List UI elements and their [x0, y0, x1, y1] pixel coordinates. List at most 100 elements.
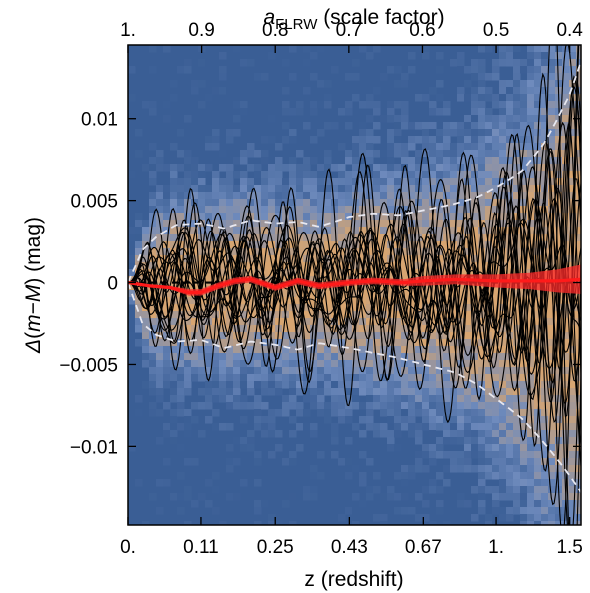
density-cell — [569, 493, 577, 501]
density-cell — [506, 430, 514, 438]
density-cell — [478, 185, 486, 193]
density-cell — [464, 360, 472, 368]
density-cell — [324, 213, 332, 221]
density-cell — [359, 388, 367, 396]
density-cell — [492, 241, 500, 249]
density-cell — [380, 521, 388, 525]
density-cell — [233, 115, 241, 123]
density-cell — [324, 325, 332, 333]
density-cell — [317, 213, 325, 221]
density-cell — [163, 458, 171, 466]
density-cell — [338, 374, 346, 382]
density-cell — [261, 234, 269, 242]
density-cell — [331, 381, 339, 389]
density-cell — [520, 472, 528, 480]
density-cell — [485, 129, 493, 137]
density-cell — [149, 241, 157, 249]
density-cell — [569, 143, 577, 151]
density-cell — [233, 367, 241, 375]
density-cell — [562, 150, 570, 158]
density-cell — [163, 360, 171, 368]
density-cell — [198, 262, 206, 270]
density-cell — [310, 360, 318, 368]
density-cell — [569, 388, 577, 396]
density-cell — [478, 59, 486, 67]
density-cell — [240, 297, 248, 305]
density-cell — [443, 332, 451, 340]
density-cell — [464, 290, 472, 298]
density-cell — [212, 423, 220, 431]
density-cell — [569, 465, 577, 473]
density-cell — [331, 234, 339, 242]
density-cell — [457, 122, 465, 130]
density-cell — [233, 360, 241, 368]
density-cell — [562, 227, 570, 235]
density-cell — [443, 381, 451, 389]
density-cell — [373, 101, 381, 109]
density-cell — [576, 493, 581, 501]
density-cell — [261, 213, 269, 221]
mean-line-group — [128, 264, 581, 296]
density-cell — [331, 367, 339, 375]
density-cell — [366, 381, 374, 389]
density-cell — [499, 458, 507, 466]
x-tick-label: 0.11 — [183, 537, 219, 558]
density-cell — [163, 262, 171, 270]
density-cell — [478, 80, 486, 88]
density-cell — [247, 381, 255, 389]
density-cell — [527, 171, 535, 179]
density-cell — [506, 451, 514, 459]
density-cell — [492, 367, 500, 375]
density-cell — [506, 297, 514, 305]
density-cell — [233, 311, 241, 319]
density-cell — [569, 514, 577, 522]
density-cell — [443, 262, 451, 270]
density-cell — [401, 171, 409, 179]
density-cell — [219, 178, 227, 186]
density-cell — [527, 479, 535, 487]
density-cell — [450, 465, 458, 473]
density-cell — [548, 164, 556, 172]
density-cell — [464, 297, 472, 305]
density-cell — [359, 136, 367, 144]
density-cell — [464, 157, 472, 165]
density-cell — [443, 157, 451, 165]
density-cell — [520, 255, 528, 263]
density-cell — [485, 388, 493, 396]
mean-line — [128, 277, 581, 294]
density-cell — [163, 402, 171, 410]
density-cell — [149, 332, 157, 340]
density-cell — [471, 339, 479, 347]
density-cell — [317, 472, 325, 480]
density-cell — [401, 416, 409, 424]
density-cell — [569, 346, 577, 354]
density-cell — [303, 304, 311, 312]
density-cell — [366, 374, 374, 382]
density-cell — [471, 101, 479, 109]
density-cell — [373, 381, 381, 389]
density-cell — [254, 423, 262, 431]
density-cell — [401, 493, 409, 501]
density-cell — [541, 157, 549, 165]
density-cell — [296, 150, 304, 158]
density-cell — [296, 199, 304, 207]
density-cell — [422, 500, 430, 508]
density-cell — [548, 493, 556, 501]
density-cell — [443, 171, 451, 179]
density-cell — [457, 150, 465, 158]
density-cell — [317, 360, 325, 368]
density-cell — [548, 472, 556, 480]
density-cell — [233, 374, 241, 382]
density-cell — [261, 185, 269, 193]
density-cell — [170, 374, 178, 382]
density-cell — [142, 311, 150, 319]
density-cell — [380, 220, 388, 228]
density-cell — [478, 87, 486, 95]
density-cell — [457, 199, 465, 207]
density-cell — [548, 290, 556, 298]
density-cell — [303, 423, 311, 431]
density-cell — [478, 143, 486, 151]
density-cell — [289, 346, 297, 354]
density-cell — [254, 360, 262, 368]
density-cell — [401, 423, 409, 431]
